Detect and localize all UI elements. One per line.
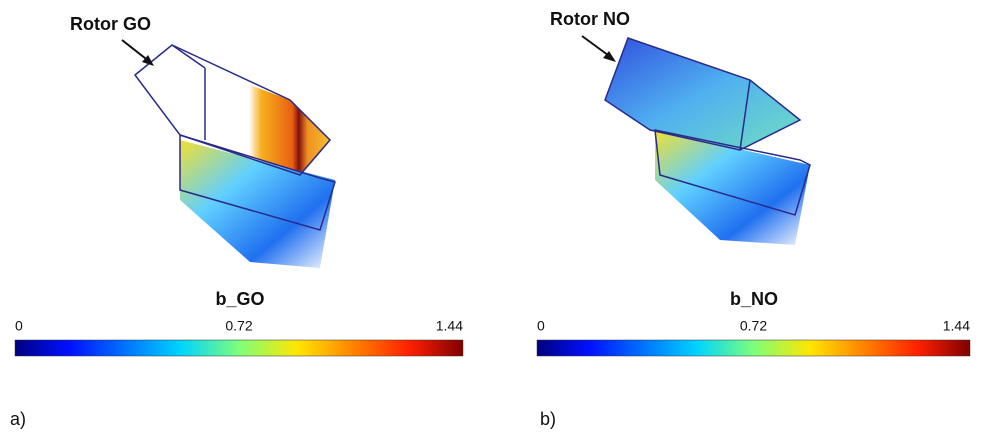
colorbar-tick-label: 0 — [537, 318, 545, 334]
panel-label: b) — [540, 409, 556, 429]
colorbar-tick-label: 1.44 — [943, 318, 970, 334]
colorbar-gradient — [15, 340, 463, 356]
colorbar-title: b_NO — [730, 289, 778, 309]
colorbar-tick-label: 0.72 — [225, 318, 252, 334]
colorbar-tick-label: 1.44 — [436, 318, 463, 334]
rotor-no-render — [605, 38, 810, 245]
panel-label: a) — [10, 409, 26, 429]
colorbar-title: b_GO — [215, 289, 264, 309]
rotor-go-render — [135, 45, 335, 268]
annotation: Rotor NO — [550, 9, 630, 29]
colorbar: b_GO 0 0.72 1.44 — [15, 289, 463, 356]
annotation: Rotor GO — [70, 14, 151, 34]
colorbar: b_NO 0 0.72 1.44 — [537, 289, 970, 356]
colorbar-gradient — [537, 340, 970, 356]
colorbar-tick-label: 0 — [15, 318, 23, 334]
colorbar-tick-label: 0.72 — [740, 318, 767, 334]
figure: Rotor GO Rotor NO b_GO 0 0.72 1.44 b_NO 0 0… — [0, 0, 984, 435]
